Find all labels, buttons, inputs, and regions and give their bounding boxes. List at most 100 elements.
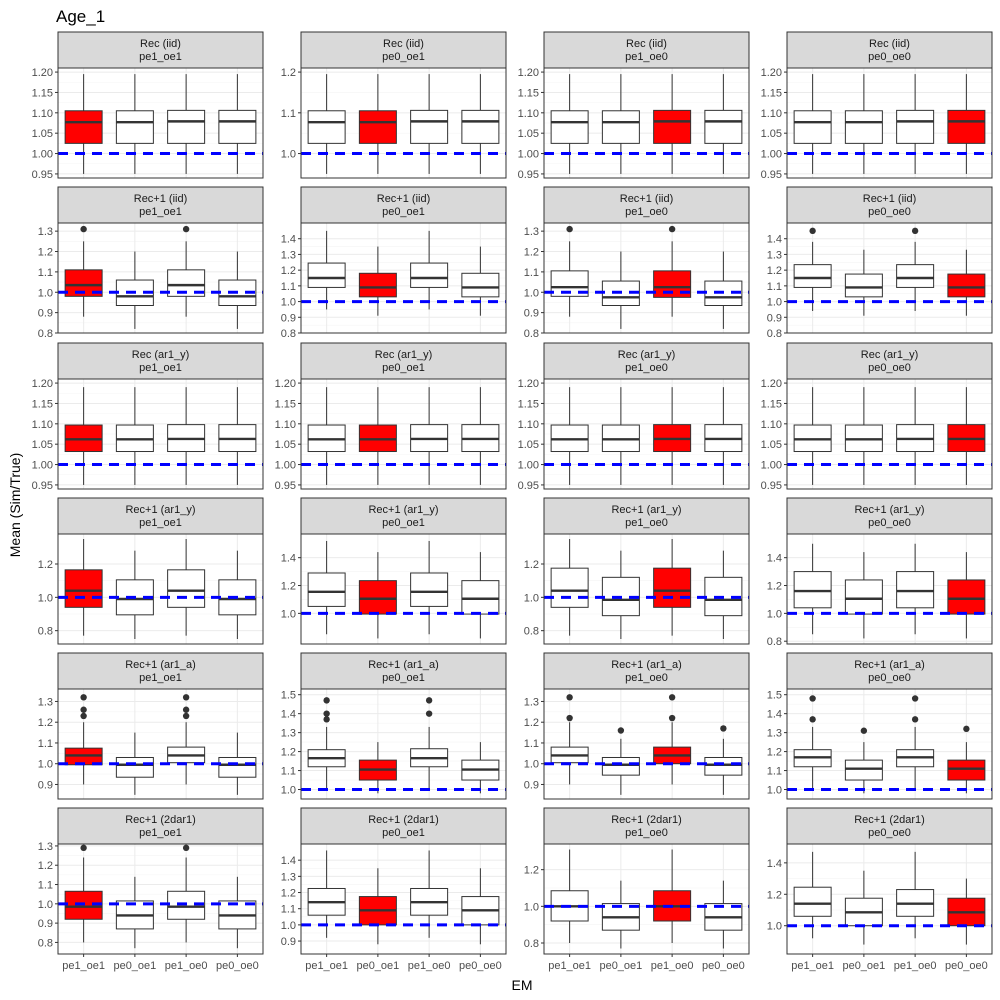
panel-border xyxy=(57,67,264,179)
outlier-point xyxy=(80,225,87,233)
facet-panel: Rec+1 (ar1_y)pe1_oe1 0.8 1.0 1.2 xyxy=(38,497,264,645)
y-tick-label: 1.10 xyxy=(761,419,782,431)
y-tick-label: 0.8 xyxy=(524,938,539,950)
panel-border xyxy=(300,688,507,800)
box xyxy=(461,552,500,639)
box-iqr xyxy=(793,264,832,288)
strip-label: pe1_oe0 xyxy=(625,51,668,63)
box xyxy=(704,387,743,485)
box xyxy=(410,387,449,485)
box xyxy=(653,387,692,485)
y-tick-label: 0.9 xyxy=(281,936,296,948)
strip-label: pe1_oe1 xyxy=(139,51,182,63)
panel-background xyxy=(787,689,992,799)
box xyxy=(550,387,589,485)
panel-border xyxy=(300,843,507,955)
box-iqr xyxy=(947,759,986,781)
facet-strip xyxy=(543,186,750,224)
outlier-point xyxy=(80,712,87,720)
box xyxy=(358,246,397,316)
y-tick-label: 1.2 xyxy=(767,889,782,901)
outlier-point xyxy=(911,227,919,235)
strip-label: Rec+1 (iid) xyxy=(377,193,431,205)
y-tick-label: 1.3 xyxy=(38,226,53,238)
box xyxy=(358,552,397,639)
y-tick-label: 1.3 xyxy=(38,696,53,708)
strip-label: Rec (iid) xyxy=(383,38,424,50)
y-tick-label: 0.8 xyxy=(524,626,539,638)
y-tick-label: 1.0 xyxy=(38,287,53,299)
y-tick-label: 0.95 xyxy=(761,480,782,492)
y-tick-label: 1.2 xyxy=(281,747,296,759)
box xyxy=(115,387,154,485)
y-tick-label: 1.20 xyxy=(518,67,539,79)
strip-label: Rec+1 (2dar1) xyxy=(368,814,439,826)
y-tick-label: 1.20 xyxy=(32,378,53,390)
panel-border xyxy=(57,688,264,800)
strip-label: Rec (iid) xyxy=(869,38,910,50)
y-tick-label: 1.0 xyxy=(524,759,539,771)
panel-border xyxy=(57,533,264,645)
y-tick-label: 1.15 xyxy=(275,398,296,410)
facet-panel: Rec+1 (2dar1)pe1_oe10.80.91.01.11.21.3pe… xyxy=(38,807,264,972)
box-iqr xyxy=(844,759,883,781)
y-tick-label: 0.8 xyxy=(38,626,53,638)
strip-label: pe0_oe1 xyxy=(382,517,425,529)
box xyxy=(947,249,986,316)
box xyxy=(947,878,986,945)
box xyxy=(410,697,449,790)
y-tick-label: 1.1 xyxy=(281,904,296,916)
box xyxy=(793,387,832,485)
y-tick-label: 1.10 xyxy=(275,419,296,431)
y-tick-label: 1.20 xyxy=(275,378,296,390)
x-tick-label: pe0_oe1 xyxy=(113,960,156,972)
box xyxy=(307,387,346,485)
y-tick-label: 1.2 xyxy=(524,717,539,729)
facet-panel: Rec (ar1_y)pe1_oe1 0.95 1.00 1.05 1.10 1.15 1.… xyxy=(32,342,264,492)
box-iqr xyxy=(167,569,206,608)
box xyxy=(896,695,935,790)
facet-panel: Rec (iid)pe1_oe1 0.95 1.00 1.05 1.10 1.15 1.20 xyxy=(32,31,264,181)
facet-panel: Rec (iid)pe0_oe0 0.95 1.00 1.05 1.10 1.15 1.20 xyxy=(761,31,993,181)
outlier-point xyxy=(182,225,190,233)
box xyxy=(167,387,206,485)
panel-border xyxy=(300,222,507,334)
outlier-point xyxy=(323,710,330,717)
strip-label: pe0_oe1 xyxy=(382,362,425,374)
strip-label: Rec (ar1_y) xyxy=(861,349,918,361)
y-tick-label: 0.9 xyxy=(38,779,53,791)
outlier-point xyxy=(182,712,190,720)
panel-background xyxy=(544,689,749,799)
outlier-point xyxy=(668,225,676,233)
strip-label: pe0_oe1 xyxy=(382,51,425,63)
y-tick-label: 1.4 xyxy=(767,234,782,246)
y-tick-label: 1.00 xyxy=(518,149,539,161)
strip-label: Rec+1 (iid) xyxy=(863,193,917,205)
y-tick-label: 1.00 xyxy=(32,149,53,161)
y-tick-label: 0.95 xyxy=(32,169,53,181)
outlier-point xyxy=(809,716,816,723)
box xyxy=(947,552,986,639)
box-iqr xyxy=(704,109,743,144)
box-iqr xyxy=(896,264,935,288)
strip-label: pe0_oe1 xyxy=(382,672,425,684)
y-tick-label: 1.2 xyxy=(524,247,539,259)
y-tick-label: 1.05 xyxy=(275,439,296,451)
panel-border xyxy=(543,843,750,955)
x-tick-label: pe1_oe0 xyxy=(651,960,694,972)
strip-label: Rec+1 (iid) xyxy=(620,193,674,205)
y-tick-label: 1.05 xyxy=(32,128,53,140)
y-tick-label: 0.8 xyxy=(281,328,296,340)
outlier-point xyxy=(80,706,87,713)
y-tick-label: 1.15 xyxy=(761,398,782,410)
y-tick-label: 0.95 xyxy=(518,480,539,492)
facet-panel: Rec+1 (ar1_y)pe0_oe1 1.0 1.2 1.4 xyxy=(281,497,507,645)
x-tick-label: pe0_oe0 xyxy=(216,960,259,972)
box xyxy=(793,695,832,790)
box-iqr xyxy=(358,272,397,298)
box xyxy=(704,880,743,949)
outlier-point xyxy=(566,225,573,233)
box xyxy=(358,742,397,794)
box xyxy=(896,387,935,485)
box xyxy=(115,876,154,949)
